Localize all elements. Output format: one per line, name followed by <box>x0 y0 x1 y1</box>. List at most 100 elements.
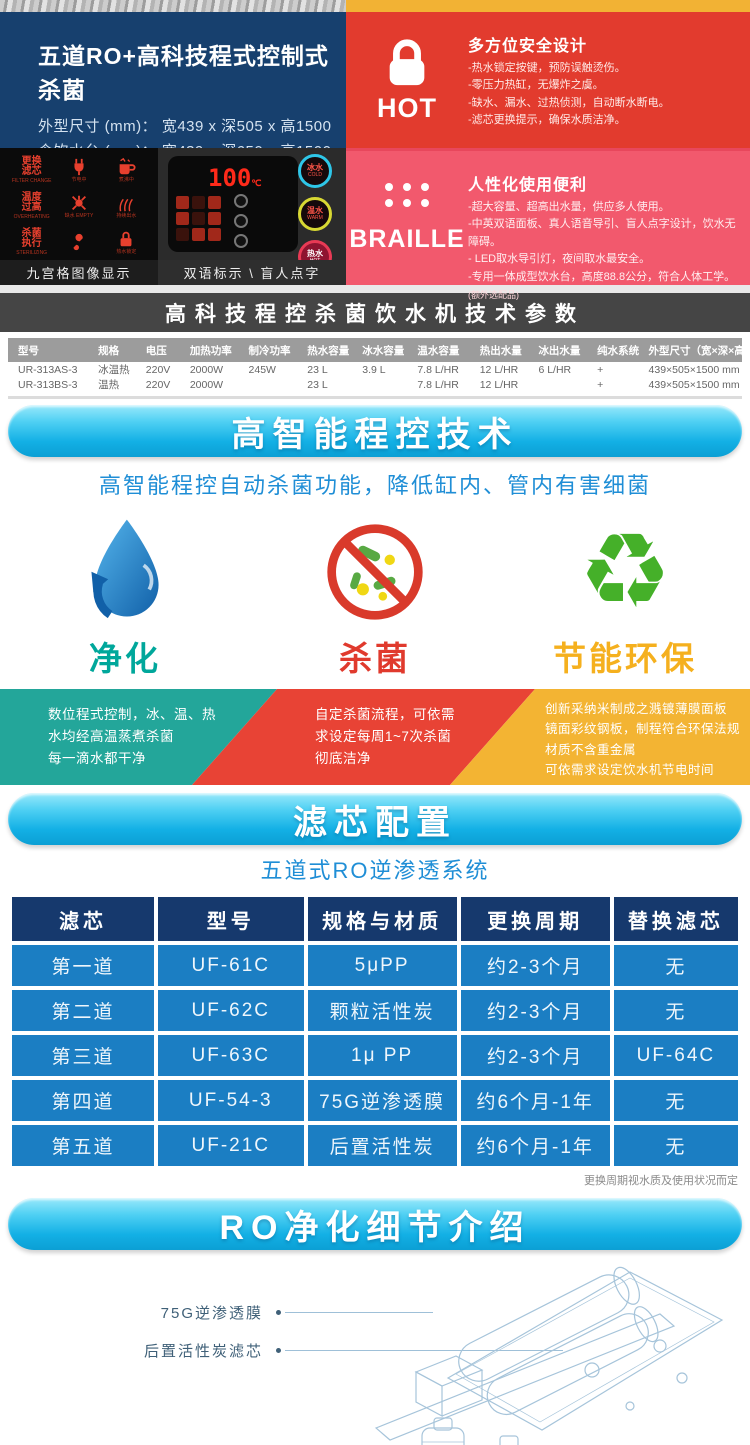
filter-header: 滤芯 <box>12 897 154 941</box>
display-unit: ℃ <box>251 179 262 189</box>
cell-label: 杀菌 执行 <box>21 227 42 250</box>
filter-cell: UF-54-3 <box>158 1080 304 1121</box>
spec-header: 制冷功率 <box>246 338 306 362</box>
convenience-bullet: -专用一体成型饮水台，高度88.8公分，符合人体工学。 <box>468 270 736 283</box>
dimension-line-1: 外型尺寸 (mm)： 宽439 x 深505 x 高1500 <box>38 118 332 135</box>
spec-cell <box>247 377 306 392</box>
status-icon-grid <box>176 196 221 241</box>
indicator-grid: 更换 滤芯 FILTER CHANGE 节电中 煮沸中 温度 过高 <box>0 148 158 260</box>
feature-purify-label: 净化 <box>89 640 161 677</box>
grid-cell-overheating: 温度 过高 OVERHEATING <box>8 189 55 224</box>
round-button <box>234 194 248 208</box>
kettle-icon <box>119 158 136 175</box>
filter-cell: UF-21C <box>158 1125 304 1166</box>
padlock-icon <box>389 38 425 85</box>
cell-sublabel: 热水锁定 <box>116 249 137 256</box>
recycle-icon: ♻ <box>578 514 672 630</box>
warm-water-button: 温水 WARM <box>298 197 332 231</box>
optional-accessory-note: (额外选配品) <box>468 289 519 300</box>
spec-cell: UR-313BS-3 <box>18 378 78 391</box>
convenience-bullet: - LED取水导引灯，夜间取水最安全。 <box>468 253 651 266</box>
spec-cell: 2000W <box>189 378 224 391</box>
spec-cell: 7.8 L/HR <box>417 378 459 391</box>
cell-sublabel: OVERHEATING <box>13 213 50 220</box>
braille-text: 人性化使用便利 -超大容量、超高出水量，供应多人使用。 -中英双语面板、真人语音… <box>468 151 750 300</box>
safety-title: 多方位安全设计 <box>468 38 588 55</box>
cell-label: 更换 滤芯 <box>21 155 42 178</box>
spec-cell: 7.8 L/HR <box>417 363 459 376</box>
spec-section-title: 高科技程控杀菌饮水机技术参数 <box>0 293 750 332</box>
filter-header: 更换周期 <box>460 897 610 941</box>
wrench-icon <box>73 233 83 251</box>
filter-cell: 约2-3个月 <box>460 990 610 1031</box>
spec-table-wrap: 型号 规格 电压 加热功率 制冷功率 热水容量 冰水容量 温水容量 热出水量 冰… <box>0 332 750 392</box>
spec-cell: UR-313AS-3 <box>18 363 78 376</box>
filter-header: 替换滤芯 <box>613 897 738 941</box>
filter-header: 规格与材质 <box>307 897 457 941</box>
filter-table: 滤芯 型号 规格与材质 更换周期 替换滤芯 第一道 UF-61C 5μPP 约2… <box>8 893 742 1170</box>
grid-cell-filter-change: 更换 滤芯 FILTER CHANGE <box>8 153 55 188</box>
spec-cell: 245W <box>248 363 276 376</box>
filter-row: 第三道 UF-63C 1μ PP 约2-3个月 UF-64C <box>12 1035 738 1076</box>
filter-cell: 约6个月-1年 <box>460 1080 610 1121</box>
section-header-smart-control: 高智能程控技术 <box>8 405 742 457</box>
lock-icon <box>120 232 132 247</box>
filter-header-row: 滤芯 型号 规格与材质 更换周期 替换滤芯 <box>12 897 738 941</box>
spec-cell: 12 L/HR <box>479 378 519 391</box>
section-header-filter-config: 滤芯配置 <box>8 793 742 845</box>
product-title-box: 五道RO+高科技程式控制式杀菌 外型尺寸 (mm)： 宽439 x 深505 x… <box>0 12 346 160</box>
top-right-column: HOT 多方位安全设计 -热水锁定按键，预防误触烫伤。 -零压力热缸，无爆炸之虞… <box>346 0 750 300</box>
spec-header: 外型尺寸（宽×深×高） <box>646 338 742 362</box>
leader-dot <box>276 1348 281 1353</box>
no-bacteria-icon <box>327 524 423 620</box>
filter-row: 第一道 UF-61C 5μPP 约2-3个月 无 <box>12 945 738 986</box>
warm-label-en: WARM <box>307 215 323 221</box>
cell-sublabel: 煮沸中 <box>118 177 134 184</box>
spec-header: 温水容量 <box>415 338 478 362</box>
leader-dot <box>276 1310 281 1315</box>
hot-badge-text: HOT <box>377 92 437 123</box>
spec-table: 型号 规格 电压 加热功率 制冷功率 热水容量 冰水容量 温水容量 热出水量 冰… <box>8 338 742 392</box>
grid-cell-service <box>55 225 102 260</box>
filter-cell: 无 <box>613 990 738 1031</box>
yellow-accent-strip <box>346 0 750 12</box>
spec-cell: 温热 <box>98 379 120 391</box>
cold-label-en: COLD <box>308 172 322 178</box>
display-value: 100 <box>208 164 252 192</box>
sterilize-block-text: 自定杀菌流程，可依需 求设定每周1~7次杀菌 彻底洁净 <box>315 707 455 766</box>
top-left-column: 五道RO+高科技程式控制式杀菌 外型尺寸 (mm)： 宽439 x 深505 x… <box>0 0 346 285</box>
spec-header: 冰出水量 <box>536 338 596 362</box>
spec-cell: 6 L/HR <box>538 363 572 376</box>
nine-grid-display-panel: 更换 滤芯 FILTER CHANGE 节电中 煮沸中 温度 过高 <box>0 148 158 285</box>
product-title: 五道RO+高科技程式控制式杀菌 <box>38 43 329 103</box>
metal-texture-strip <box>0 0 346 12</box>
spec-header: 热出水量 <box>477 338 537 362</box>
round-button <box>234 214 248 228</box>
convenience-title: 人性化使用便利 <box>468 177 588 194</box>
filter-cell: 5μPP <box>307 945 457 986</box>
spec-cell: + <box>597 378 604 391</box>
grid-cell-hot-lock: 热水锁定 <box>103 225 150 260</box>
filter-cell: 75G逆渗透膜 <box>307 1080 457 1121</box>
filter-row: 第二道 UF-62C 颗粒活性炭 约2-3个月 无 <box>12 990 738 1031</box>
feature-eco: ♻ 节能环保 <box>500 512 750 680</box>
spec-header: 纯水系统 <box>595 338 647 362</box>
cold-label: 冰水 <box>307 163 323 172</box>
water-stream-icon <box>119 199 134 212</box>
filter-row: 第五道 UF-21C 后置活性炭 约6个月-1年 无 <box>12 1125 738 1166</box>
feature-purify: 净化 <box>0 512 250 680</box>
hot-badge: HOT <box>346 12 468 148</box>
purify-block-text: 数位程式控制，冰、温、热 水均经高温蒸煮杀菌 每一滴水都干净 <box>48 707 216 766</box>
control-panel-face: 100℃ <box>168 156 298 252</box>
filter-cell: 无 <box>613 945 738 986</box>
safety-text: 多方位安全设计 -热水锁定按键，预防误触烫伤。 -零压力热缸，无爆炸之虞。 -缺… <box>468 12 750 148</box>
spec-cell: 3.9 L <box>362 363 386 376</box>
filter-cell: UF-61C <box>158 945 304 986</box>
warm-label: 温水 <box>307 206 323 215</box>
cell-sublabel: FILTER CHANGE <box>11 177 52 184</box>
spec-cell: 冰温热 <box>98 364 130 376</box>
temperature-display: 100℃ <box>208 164 261 192</box>
cell-label: 温度 过高 <box>21 191 42 214</box>
spec-header: 冰水容量 <box>360 338 416 362</box>
filter-cell: 颗粒活性炭 <box>307 990 457 1031</box>
